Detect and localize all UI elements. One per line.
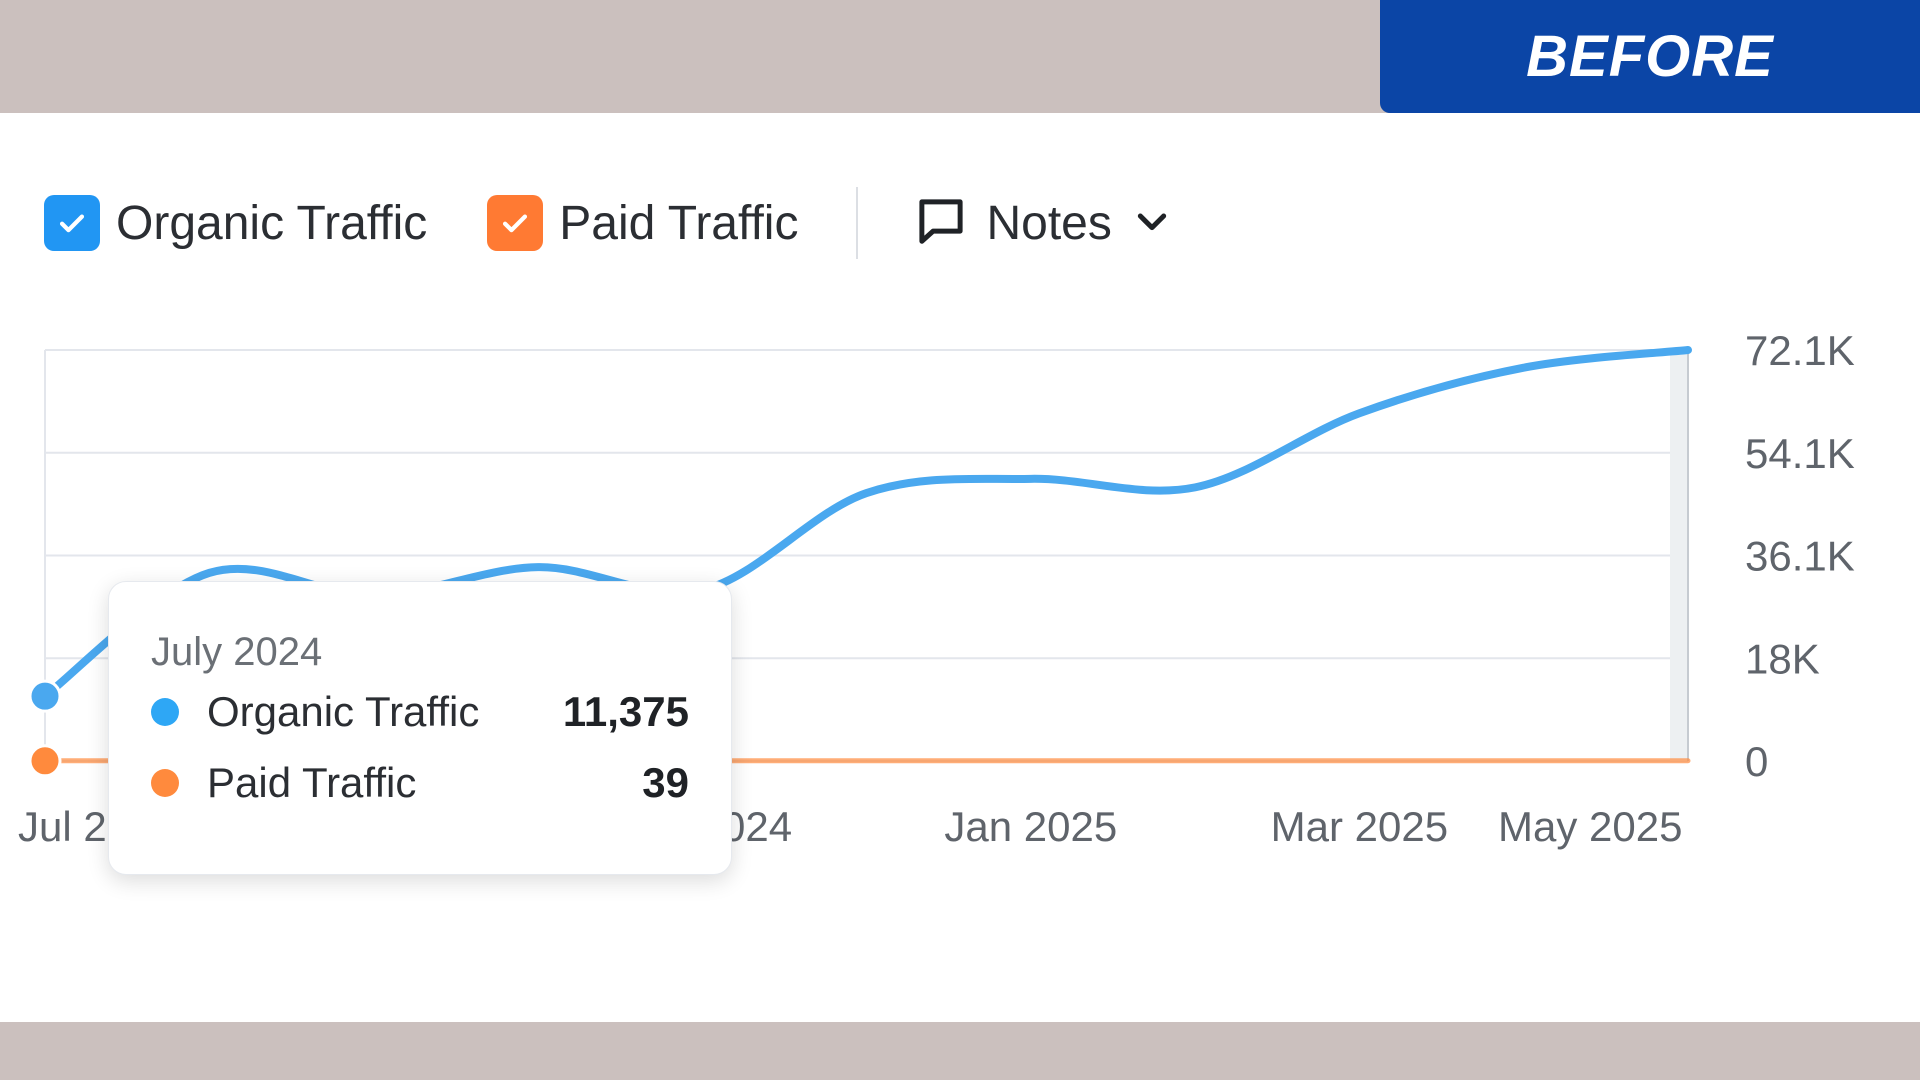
organic-checkbox-icon[interactable] (44, 195, 100, 251)
tooltip-row-organic: Organic Traffic 11,375 (151, 687, 689, 737)
tooltip-organic-label: Organic Traffic (207, 688, 480, 735)
chart-panel: Organic Traffic Paid Traffic Notes 0 18K 3… (0, 113, 1920, 1022)
legend-paid-label: Paid Traffic (559, 196, 799, 250)
tooltip-date: July 2024 (151, 630, 323, 674)
legend-paid-traffic[interactable]: Paid Traffic (487, 195, 798, 251)
x-tick-label: Mar 2025 (1271, 803, 1448, 850)
notes-icon (914, 194, 968, 253)
tooltip-organic-dot (151, 698, 179, 726)
x-tick-label: Jan 2025 (944, 803, 1117, 850)
tooltip-row-paid: Paid Traffic 39 (151, 758, 689, 808)
legend-organic-label: Organic Traffic (116, 196, 428, 250)
chevron-down-icon (1132, 201, 1172, 246)
legend-organic-traffic[interactable]: Organic Traffic (44, 195, 427, 251)
tooltip-paid-dot (151, 769, 179, 797)
notes-label: Notes (986, 196, 1112, 250)
organic-hover-point (28, 679, 62, 713)
chart-tooltip: July 2024 Organic Traffic 11,375 Paid Tr… (108, 581, 732, 875)
y-tick-label: 0 (1745, 738, 1768, 785)
paid-checkbox-icon[interactable] (487, 195, 544, 251)
tooltip-organic-value: 11,375 (562, 688, 689, 735)
notes-dropdown[interactable]: Notes (914, 194, 1171, 253)
tooltip-paid-value: 39 (642, 759, 689, 806)
tooltip-paid-label: Paid Traffic (207, 759, 417, 806)
paid-hover-point (28, 744, 62, 778)
y-tick-label: 54.1K (1745, 430, 1855, 477)
y-tick-label: 72.1K (1745, 327, 1855, 374)
hover-band (1670, 350, 1688, 761)
x-tick-label: May 2025 (1498, 803, 1682, 850)
legend-divider (856, 187, 859, 259)
y-tick-label: 18K (1745, 635, 1820, 682)
before-badge: BEFORE (1380, 0, 1920, 113)
chart-legend: Organic Traffic Paid Traffic Notes (44, 183, 1172, 263)
y-tick-label: 36.1K (1745, 533, 1855, 580)
before-badge-label: BEFORE (1526, 24, 1774, 89)
